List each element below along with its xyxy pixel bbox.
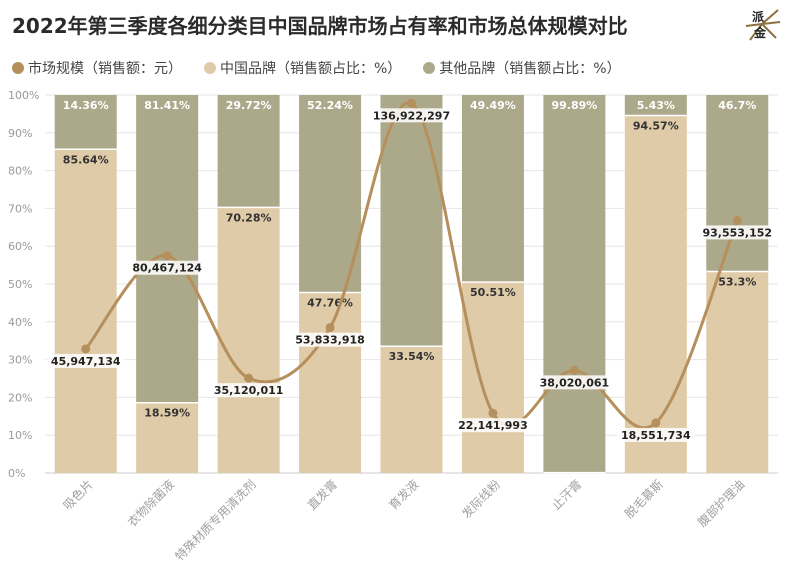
chart-legend: 市场规模（销售额：元） 中国品牌（销售额占比：%） 其他品牌（销售额占比：%） [12, 58, 621, 78]
x-tick-label: 育发液 [386, 477, 422, 513]
data-label-china-brand: 53.3% [718, 276, 756, 289]
data-label-other-brand: 52.24% [307, 99, 353, 112]
data-label-market-size: 45,947,134 [51, 355, 121, 368]
market-size-point [325, 323, 335, 333]
legend-item-china-brand[interactable]: 中国品牌（销售额占比：%） [204, 58, 401, 78]
market-size-line [84, 101, 739, 430]
data-label-china-brand: 70.28% [226, 211, 272, 224]
y-tick-label: 100% [8, 89, 39, 102]
bar-other-brand [299, 95, 362, 293]
data-label-market-size: 80,467,124 [132, 262, 202, 275]
y-tick-label: 50% [8, 278, 32, 291]
data-label-other-brand: 99.89% [551, 99, 597, 112]
data-label-china-brand: 18.59% [144, 407, 190, 420]
legend-label-china-brand: 中国品牌（销售额占比：%） [220, 61, 402, 77]
data-label-other-brand: 81.41% [144, 99, 190, 112]
data-label-other-brand: 46.7% [718, 99, 756, 112]
market-size-label-bg [209, 383, 288, 398]
data-label-other-brand: 14.36% [63, 99, 109, 112]
data-label-market-size: 38,020,061 [540, 376, 610, 389]
x-tick-label: 脱毛慕斯 [621, 477, 666, 522]
data-label-market-size: 93,553,152 [702, 226, 772, 239]
y-tick-label: 60% [8, 240, 32, 253]
market-size-label-bg [291, 332, 370, 347]
logo-text-bottom: 金 [753, 25, 767, 40]
market-size-point [732, 215, 742, 225]
data-label-other-brand: 29.72% [226, 99, 272, 112]
logo-text-top: 派 [752, 10, 765, 24]
market-size-point [488, 408, 498, 418]
market-size-point [651, 418, 661, 428]
chart-title: 2022年第三季度各细分类目中国品牌市场占有率和市场总体规模对比 [12, 14, 628, 38]
bar-other-brand [706, 95, 769, 272]
x-tick-label: 腹部护理油 [694, 477, 747, 530]
bar-other-brand [624, 95, 687, 116]
data-label-china-brand: 47.76% [307, 296, 353, 309]
market-size-point [81, 344, 91, 354]
x-tick-label: 发际线粉 [459, 477, 504, 522]
data-label-china-brand: 33.54% [389, 350, 435, 363]
y-tick-label: 80% [8, 165, 32, 178]
market-size-label-bg [368, 108, 455, 123]
bar-other-brand [217, 95, 280, 208]
data-label-market-size: 35,120,011 [214, 384, 284, 397]
data-label-china-brand: 50.51% [470, 286, 516, 299]
y-tick-label: 40% [8, 316, 32, 329]
y-tick-label: 90% [8, 127, 32, 140]
logo-rays-icon [745, 9, 781, 41]
bar-china-brand [461, 282, 524, 473]
market-size-label-bg [128, 260, 207, 275]
market-size-label-bg [535, 375, 614, 390]
bar-china-brand [706, 271, 769, 473]
data-label-market-size: 53,833,918 [295, 334, 365, 347]
bar-other-brand [543, 95, 606, 473]
bar-other-brand [54, 95, 117, 150]
y-tick-label: 0% [8, 467, 25, 480]
x-tick-label: 吸色片 [60, 477, 95, 512]
market-size-label-bg [46, 353, 125, 368]
y-tick-label: 20% [8, 391, 32, 404]
y-tick-label: 10% [8, 429, 32, 442]
legend-item-market-size[interactable]: 市场规模（销售额：元） [12, 58, 182, 78]
market-size-point [244, 373, 254, 383]
data-label-other-brand: 49.49% [470, 99, 516, 112]
data-label-china-brand: 94.57% [633, 120, 679, 133]
bar-china-brand [136, 402, 199, 473]
market-size-point [569, 365, 579, 375]
market-size-label-bg [698, 225, 777, 240]
legend-swatch-market-size [12, 62, 24, 74]
bar-other-brand [136, 95, 199, 403]
legend-label-market-size: 市场规模（销售额：元） [28, 61, 182, 77]
y-tick-label: 30% [8, 354, 32, 367]
bar-other-brand [380, 95, 443, 347]
bar-china-brand [54, 149, 117, 473]
data-label-china-brand: 85.64% [63, 153, 109, 166]
bar-china-brand [624, 115, 687, 474]
market-size-label-bg [616, 427, 695, 442]
market-size-point [162, 251, 172, 261]
data-label-other-brand: 5.43% [637, 99, 675, 112]
x-tick-label: 特殊材质专用清洗剂 [172, 477, 259, 564]
brand-logo: 派 金 [742, 4, 782, 44]
market-size-point [407, 98, 416, 108]
bar-other-brand [461, 95, 524, 283]
x-tick-label: 止汗膏 [548, 477, 584, 513]
bar-china-brand [380, 346, 443, 473]
bar-china-brand [299, 292, 362, 473]
legend-swatch-other-brand [423, 62, 436, 74]
data-label-market-size: 22,141,993 [458, 419, 528, 432]
legend-item-other-brand[interactable]: 其他品牌（销售额占比：%） [423, 58, 621, 78]
legend-swatch-china-brand [204, 62, 216, 74]
data-label-market-size: 18,551,734 [621, 429, 691, 442]
market-size-label-bg [453, 418, 532, 433]
data-label-market-size: 136,922,297 [373, 109, 450, 122]
bar-china-brand [217, 207, 280, 473]
x-tick-label: 衣物除菌液 [124, 477, 177, 530]
legend-label-other-brand: 其他品牌（销售额占比：%） [439, 61, 621, 77]
y-tick-label: 70% [8, 202, 32, 215]
x-tick-label: 直发膏 [304, 477, 340, 513]
